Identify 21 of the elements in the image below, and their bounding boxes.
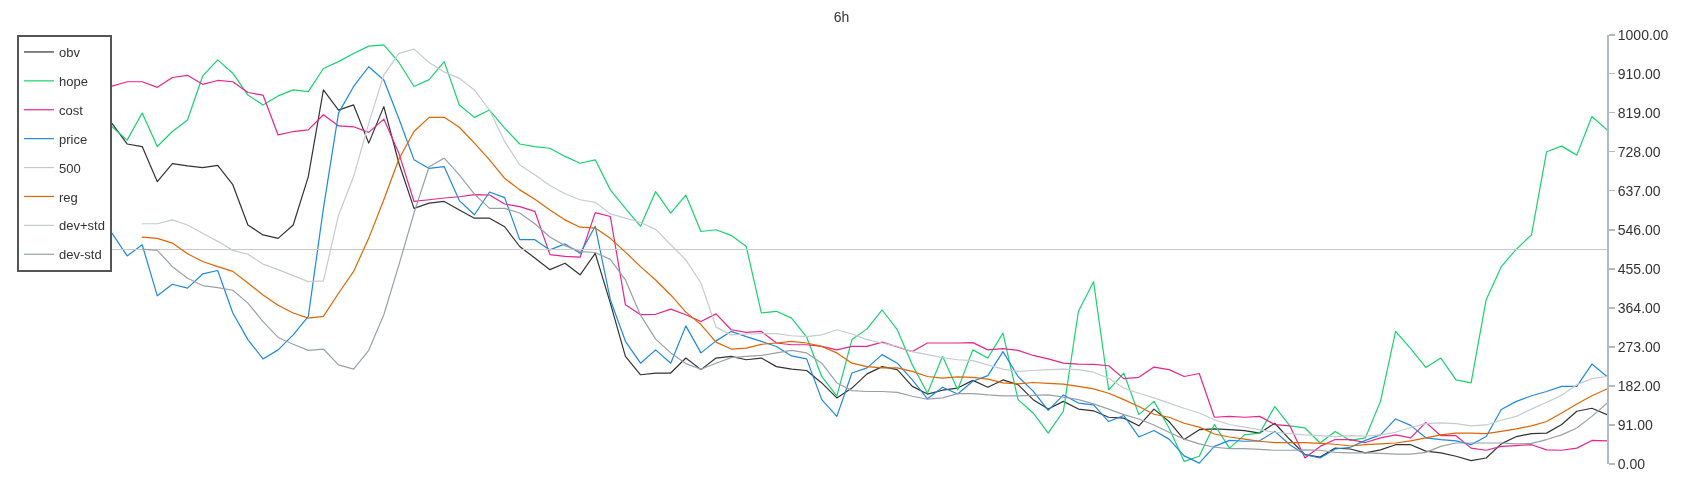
legend-label: 500: [59, 160, 81, 176]
legend-label: reg: [59, 189, 78, 205]
y-tick-label: 910.00: [1617, 65, 1661, 82]
legend-label: dev+std: [59, 218, 105, 234]
y-tick-label: 0.00: [1617, 455, 1646, 472]
y-tick-label: 637.00: [1617, 182, 1661, 199]
y-tick-label: 273.00: [1617, 338, 1661, 355]
legend-label: dev-std: [59, 247, 102, 263]
legend-label: hope: [59, 73, 88, 89]
legend-label: obv: [59, 45, 81, 61]
y-tick-label: 364.00: [1617, 299, 1661, 316]
y-tick-label: 91.00: [1617, 416, 1654, 433]
y-tick-label: 728.00: [1617, 143, 1661, 160]
y-tick-label: 1000.00: [1617, 26, 1669, 43]
chart-title: 6h: [833, 9, 850, 26]
y-tick-label: 182.00: [1617, 377, 1661, 394]
y-tick-label: 819.00: [1617, 104, 1661, 121]
legend-label: price: [59, 131, 88, 147]
legend-label: cost: [59, 102, 84, 118]
y-tick-label: 455.00: [1617, 260, 1661, 277]
y-tick-label: 546.00: [1617, 221, 1661, 238]
